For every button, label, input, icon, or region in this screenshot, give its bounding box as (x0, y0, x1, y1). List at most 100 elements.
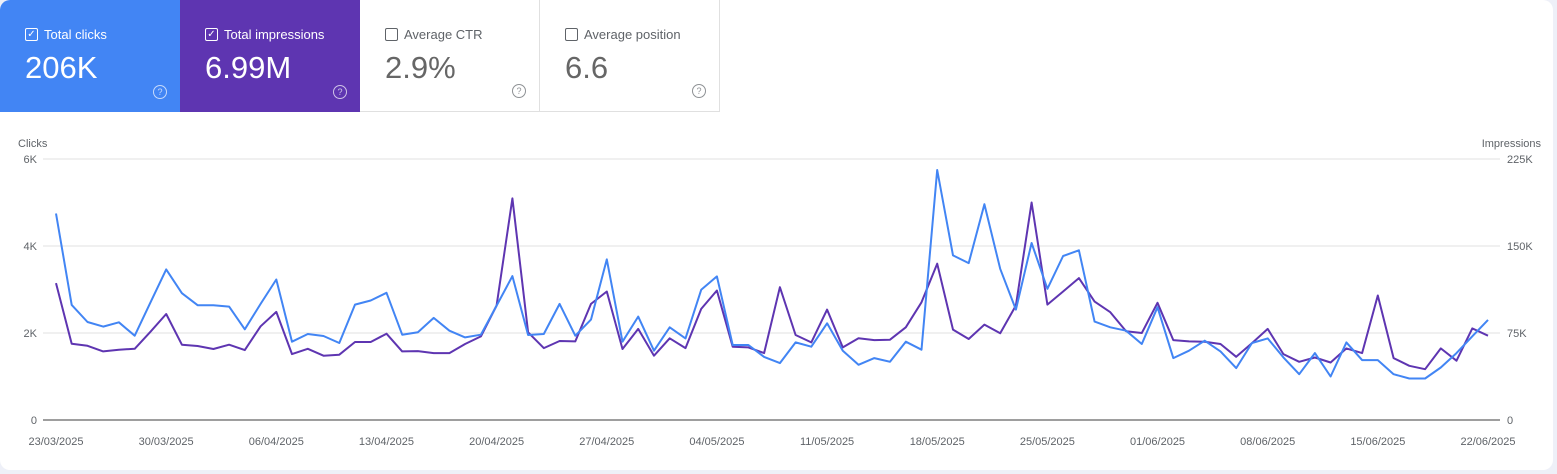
data-point[interactable] (1328, 374, 1334, 380)
checkbox-unchecked-icon[interactable] (385, 28, 398, 41)
data-point[interactable] (808, 344, 814, 350)
data-point[interactable] (1485, 317, 1491, 323)
data-point[interactable] (635, 314, 641, 320)
data-point[interactable] (210, 302, 216, 308)
data-point[interactable] (1422, 376, 1428, 382)
data-point[interactable] (462, 341, 468, 347)
data-point[interactable] (651, 348, 657, 354)
data-point[interactable] (415, 329, 421, 335)
data-point[interactable] (84, 343, 90, 349)
data-point[interactable] (1454, 358, 1460, 364)
data-point[interactable] (1155, 304, 1161, 310)
data-point[interactable] (557, 338, 563, 344)
data-point[interactable] (1265, 335, 1271, 341)
data-point[interactable] (824, 320, 830, 326)
data-point[interactable] (1406, 376, 1412, 382)
data-point[interactable] (934, 261, 940, 267)
data-point[interactable] (289, 339, 295, 345)
data-point[interactable] (1013, 307, 1019, 313)
data-point[interactable] (1044, 286, 1050, 292)
data-point[interactable] (1485, 333, 1491, 339)
data-point[interactable] (557, 301, 563, 307)
data-point[interactable] (399, 332, 405, 338)
data-point[interactable] (761, 354, 767, 360)
data-point[interactable] (856, 335, 862, 341)
data-point[interactable] (620, 346, 626, 352)
data-point[interactable] (1233, 354, 1239, 360)
data-point[interactable] (572, 333, 578, 339)
data-point[interactable] (273, 309, 279, 315)
data-point[interactable] (69, 302, 75, 308)
data-point[interactable] (966, 260, 972, 266)
data-point[interactable] (1343, 339, 1349, 345)
data-point[interactable] (116, 319, 122, 325)
data-point[interactable] (1406, 363, 1412, 369)
data-point[interactable] (53, 211, 59, 217)
data-point[interactable] (840, 348, 846, 354)
data-point[interactable] (509, 273, 515, 279)
data-point[interactable] (1060, 288, 1066, 294)
data-point[interactable] (226, 304, 232, 310)
data-point[interactable] (147, 329, 153, 335)
data-point[interactable] (258, 301, 264, 307)
data-point[interactable] (399, 348, 405, 354)
data-point[interactable] (431, 315, 437, 321)
data-point[interactable] (1170, 337, 1176, 343)
data-point[interactable] (305, 346, 311, 352)
data-point[interactable] (84, 319, 90, 325)
data-point[interactable] (525, 332, 531, 338)
data-point[interactable] (620, 339, 626, 345)
data-point[interactable] (1233, 365, 1239, 371)
data-point[interactable] (667, 335, 673, 341)
data-point[interactable] (966, 336, 972, 342)
data-point[interactable] (871, 337, 877, 343)
data-point[interactable] (289, 351, 295, 357)
data-point[interactable] (336, 340, 342, 346)
data-point[interactable] (383, 290, 389, 296)
checkbox-checked-icon[interactable]: ✓ (205, 28, 218, 41)
data-point[interactable] (1391, 371, 1397, 377)
data-point[interactable] (604, 288, 610, 294)
data-point[interactable] (997, 266, 1003, 272)
data-point[interactable] (730, 342, 736, 348)
data-point[interactable] (1422, 366, 1428, 372)
data-point[interactable] (132, 346, 138, 352)
data-point[interactable] (1186, 348, 1192, 354)
data-point[interactable] (1328, 359, 1334, 365)
data-point[interactable] (588, 301, 594, 307)
checkbox-unchecked-icon[interactable] (565, 28, 578, 41)
data-point[interactable] (509, 195, 515, 201)
data-point[interactable] (981, 201, 987, 207)
data-point[interactable] (321, 353, 327, 359)
data-point[interactable] (1139, 330, 1145, 336)
data-point[interactable] (777, 284, 783, 290)
data-point[interactable] (368, 298, 374, 304)
data-point[interactable] (856, 362, 862, 368)
data-point[interactable] (871, 355, 877, 361)
data-point[interactable] (1107, 324, 1113, 330)
help-icon[interactable]: ? (153, 85, 167, 99)
data-point[interactable] (273, 276, 279, 282)
data-point[interactable] (745, 342, 751, 348)
data-point[interactable] (1170, 355, 1176, 361)
data-point[interactable] (210, 346, 216, 352)
data-point[interactable] (682, 345, 688, 351)
data-point[interactable] (1092, 299, 1098, 305)
data-point[interactable] (1217, 341, 1223, 347)
data-point[interactable] (494, 303, 500, 309)
data-point[interactable] (1123, 328, 1129, 334)
data-point[interactable] (179, 290, 185, 296)
data-point[interactable] (1469, 325, 1475, 331)
data-point[interactable] (368, 339, 374, 345)
data-point[interactable] (777, 360, 783, 366)
metric-total-impressions[interactable]: ✓ Total impressions 6.99M ? (180, 0, 360, 112)
data-point[interactable] (903, 339, 909, 345)
data-point[interactable] (1454, 350, 1460, 356)
data-point[interactable] (1359, 350, 1365, 356)
help-icon[interactable]: ? (333, 85, 347, 99)
data-point[interactable] (305, 331, 311, 337)
data-point[interactable] (1202, 338, 1208, 344)
data-point[interactable] (887, 359, 893, 365)
data-point[interactable] (1060, 253, 1066, 259)
data-point[interactable] (431, 350, 437, 356)
